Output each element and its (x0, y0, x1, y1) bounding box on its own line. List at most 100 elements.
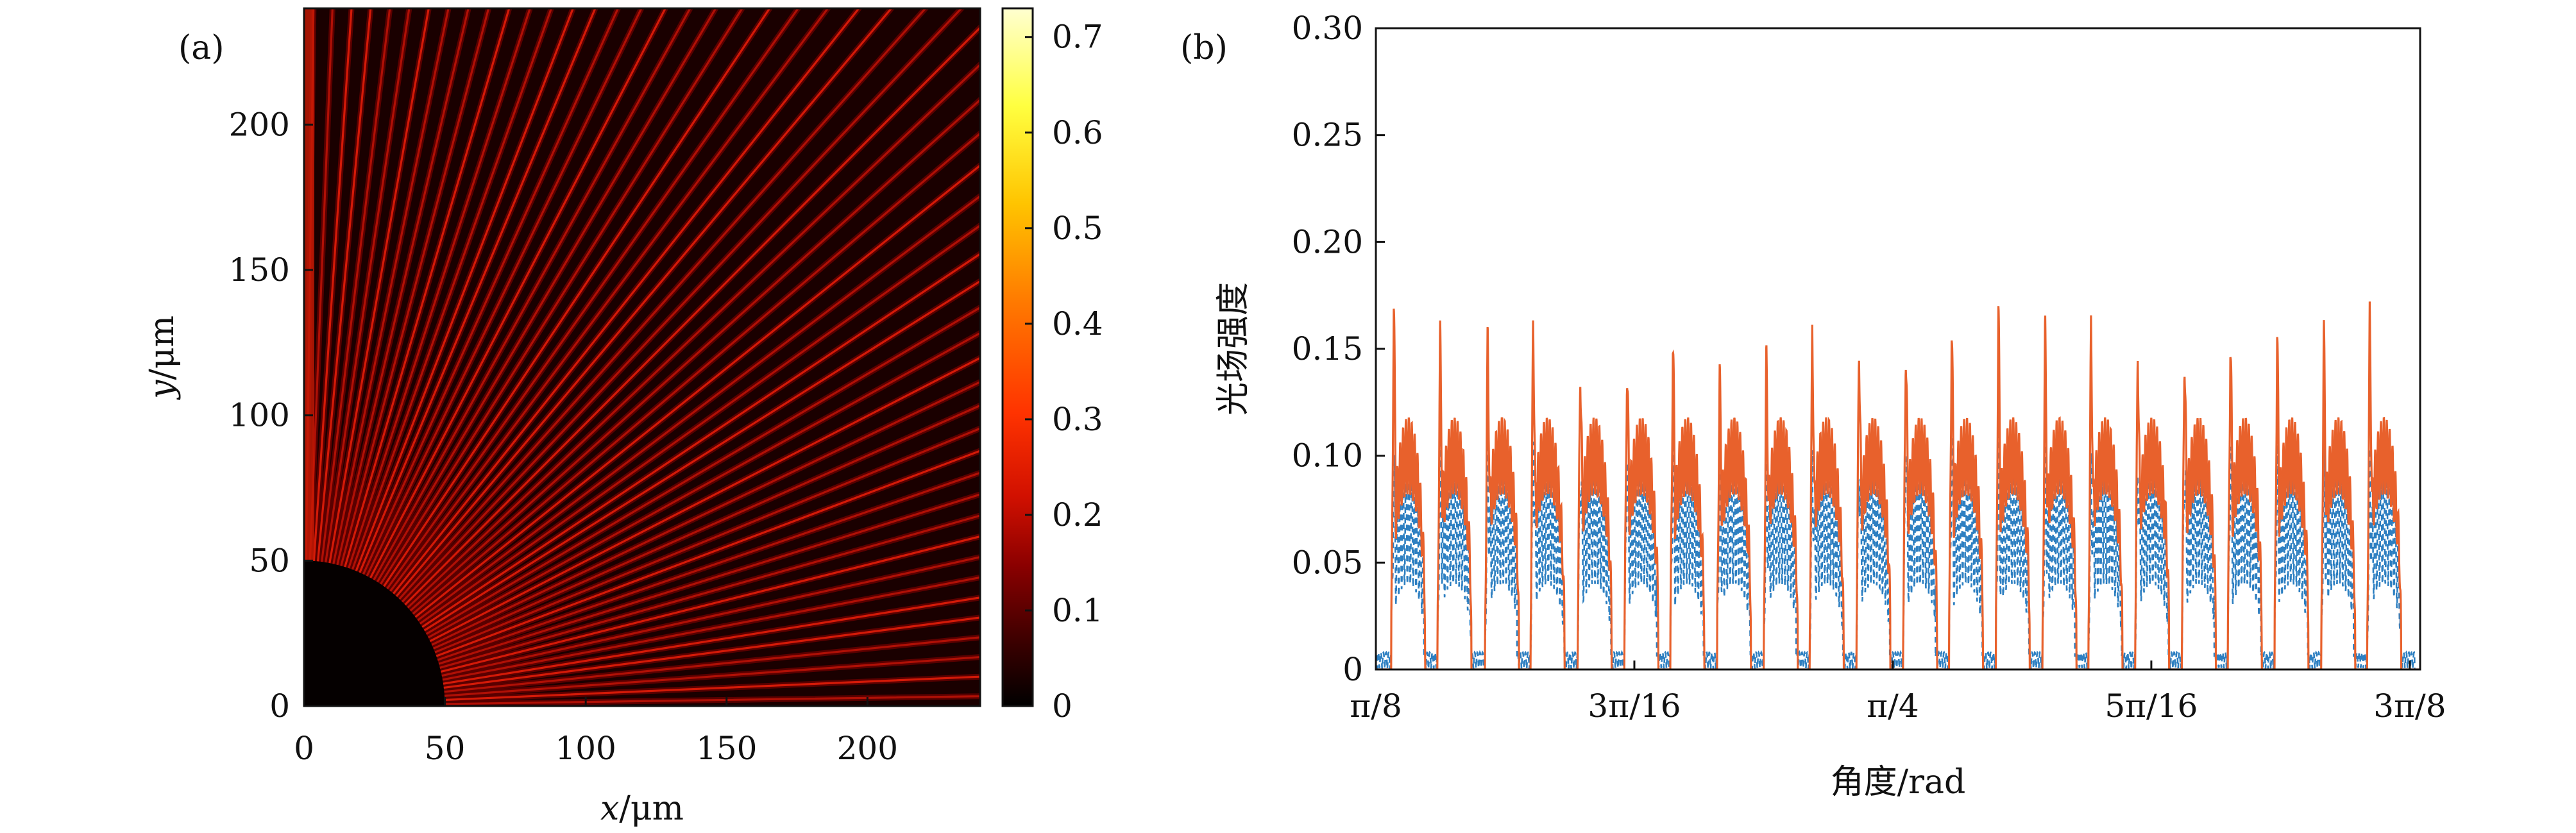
intensity-ray (439, 535, 980, 673)
y-unit: /μm (143, 316, 182, 380)
intensity-ray (412, 132, 980, 615)
intensity-ray (389, 8, 829, 593)
intensity-ray (369, 8, 667, 579)
y-tick-label: 100 (229, 397, 290, 434)
line-y-axis-label: 光场强度 (1214, 282, 1253, 416)
intensity-ray (373, 8, 691, 581)
y-tick-label: 0.10 (1292, 437, 1363, 475)
intensity-ray (340, 8, 490, 567)
x-variable: x (600, 789, 619, 828)
colorbar-ticks: 0 0.1 0.2 0.3 0.4 0.5 0.6 0.7 (1025, 19, 1103, 725)
intensity-ray (395, 8, 893, 598)
intensity-ray (366, 8, 643, 577)
intensity-ray (430, 380, 980, 646)
intensity-ray (428, 357, 980, 643)
intensity-ray (419, 224, 980, 625)
heatmap-plot: 0 50 100 150 200 0 50 100 150 200 (229, 7, 981, 767)
intensity-ray (316, 8, 372, 563)
intensity-ray (376, 8, 717, 584)
intensity-ray (441, 556, 980, 677)
intensity-ray (416, 194, 980, 621)
x-tick-label: 0 (294, 730, 314, 767)
intensity-ray (403, 26, 980, 606)
colorbar-tick-label: 0.3 (1052, 401, 1103, 438)
intensity-ray (443, 655, 980, 697)
intensity-ray (336, 8, 470, 566)
intensity-ray (309, 8, 334, 562)
y-tick-label: 0.20 (1292, 223, 1363, 260)
intensity-ray (312, 8, 353, 562)
intensity-ray (382, 8, 771, 587)
line-series (1376, 301, 2420, 669)
y-variable: y (143, 380, 182, 400)
edge-strip (304, 8, 314, 561)
colorbar-tick-label: 0.5 (1052, 210, 1103, 247)
line-axis-ticks: π/8 3π/16 π/4 5π/16 3π/8 0 0.05 0.10 0.15 0.20 0.2… (1292, 10, 2446, 725)
x-unit: /μm (619, 789, 684, 828)
colorbar-tick-label: 0.1 (1052, 592, 1103, 629)
intensity-ray (359, 8, 597, 574)
intensity-ray (362, 8, 620, 576)
intensity-ray (328, 8, 430, 564)
heatmap-axis-ticks: 0 50 100 150 200 0 50 100 150 200 (229, 106, 898, 767)
intensity-ray (379, 8, 743, 585)
intensity-ray (423, 280, 980, 632)
intensity-ray (351, 8, 553, 571)
y-tick-label: 150 (229, 251, 290, 289)
y-tick-label: 0.05 (1292, 544, 1363, 581)
intensity-ray (439, 514, 980, 669)
intensity-ray (355, 8, 575, 572)
x-tick-label: 50 (425, 730, 466, 767)
y-tick-label: 0.25 (1292, 117, 1363, 154)
y-tick-label: 0.30 (1292, 10, 1363, 47)
heatmap-y-axis-label: y/μm (143, 316, 182, 400)
intensity-ray (414, 164, 980, 618)
colorbar-tick-label: 0.7 (1052, 19, 1103, 56)
intensity-ray (443, 616, 980, 689)
colorbar: 0 0.1 0.2 0.3 0.4 0.5 0.6 0.7 (1001, 7, 1103, 725)
intensity-ray (344, 8, 511, 568)
y-tick-label: 0 (1343, 651, 1363, 688)
panel-a-label: (a) (178, 29, 225, 67)
heatmap-frame (303, 7, 981, 707)
intensity-ray (386, 8, 800, 590)
x-tick-label: π/4 (1867, 687, 1919, 725)
intensity-ray (442, 596, 980, 685)
y-tick-label: 0.15 (1292, 330, 1363, 367)
x-tick-label: 5π/16 (2105, 687, 2198, 725)
y-tick-label: 200 (229, 106, 290, 143)
colorbar-gradient (1001, 7, 1034, 707)
intensity-ray (432, 404, 980, 650)
x-tick-label: 3π/8 (2373, 687, 2446, 725)
intensity-ray (401, 8, 963, 603)
intensity-ray (434, 427, 980, 653)
intensity-ray (443, 636, 980, 693)
intensity-ray (441, 576, 980, 681)
intensity-ray (437, 493, 980, 665)
intensity-ray (325, 8, 411, 564)
line-plot: π/8 3π/16 π/4 5π/16 3π/8 0 0.05 0.10 0.15 0.20 0.2… (1292, 10, 2446, 725)
intensity-ray (348, 8, 531, 569)
intensity-ray (407, 63, 980, 609)
panel-b-label: (b) (1180, 29, 1228, 67)
intensity-ray (421, 252, 980, 628)
x-tick-label: 200 (837, 730, 898, 767)
x-tick-label: π/8 (1350, 687, 1402, 725)
intensity-ray (332, 8, 450, 565)
intensity-ray (398, 8, 927, 600)
intensity-ray (392, 8, 861, 595)
series-solid-line (1376, 301, 2420, 669)
heatmap-x-axis-label: x/μm (600, 789, 684, 828)
intensity-ray (427, 332, 980, 639)
intensity-ray (409, 98, 980, 612)
y-tick-label: 50 (249, 542, 290, 579)
heatmap-rays (304, 8, 980, 706)
intensity-ray (435, 450, 980, 657)
colorbar-tick-label: 0.2 (1052, 496, 1103, 534)
line-x-axis-label: 角度/rad (1831, 763, 1966, 802)
colorbar-tick-label: 0.4 (1052, 305, 1103, 342)
colorbar-tick-label: 0 (1052, 687, 1072, 725)
inner-dark-region (304, 560, 445, 706)
intensity-ray (436, 471, 980, 661)
